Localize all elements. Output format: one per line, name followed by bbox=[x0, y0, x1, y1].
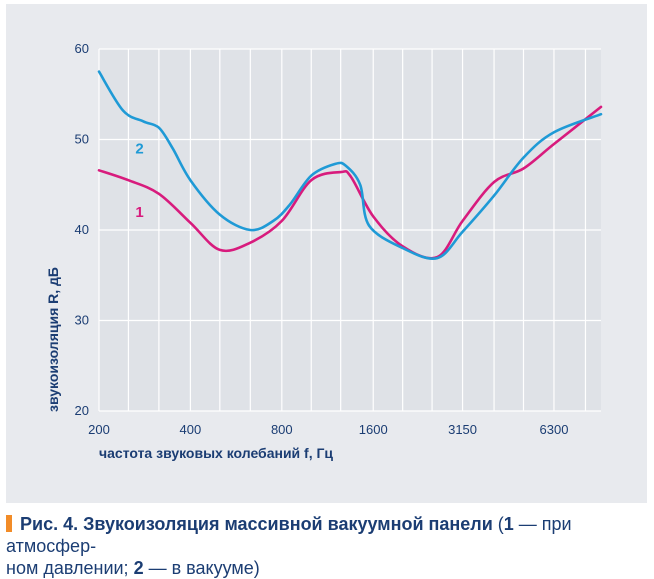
caption-num-1: 1 bbox=[503, 514, 514, 534]
x-tick-label: 800 bbox=[271, 422, 293, 437]
series-labels: 12 bbox=[135, 141, 143, 221]
y-axis-title: звукоизоляция R, дБ bbox=[45, 267, 61, 412]
x-tick-label: 3150 bbox=[448, 422, 477, 437]
caption-line2: ном давлении; bbox=[6, 558, 134, 578]
x-tick-label: 400 bbox=[180, 422, 202, 437]
x-axis-title: частота звуковых колебаний f, Гц bbox=[99, 445, 333, 461]
x-tick-labels: 200 400 800 1600 3150 6300 bbox=[88, 422, 568, 437]
caption-title: Рис. 4. Звукоизоляция массивной вакуумно… bbox=[20, 514, 493, 534]
caption-open: ( bbox=[492, 514, 504, 534]
series-line-1 bbox=[97, 105, 603, 260]
y-tick-label: 40 bbox=[75, 222, 89, 237]
caption-marker bbox=[6, 515, 12, 532]
y-tick-label: 60 bbox=[75, 41, 89, 56]
x-tick-label: 6300 bbox=[540, 422, 569, 437]
y-tick-label: 50 bbox=[75, 132, 89, 147]
caption-num-2: 2 bbox=[133, 558, 144, 578]
series-lines bbox=[97, 70, 603, 260]
grid bbox=[98, 48, 601, 412]
y-tick-label: 30 bbox=[75, 313, 89, 328]
x-tick-label: 200 bbox=[88, 422, 110, 437]
series-label-2: 2 bbox=[135, 141, 143, 158]
y-tick-labels: 20 30 40 50 60 bbox=[75, 41, 89, 418]
caption-text-2: — в вакууме) bbox=[143, 558, 260, 578]
caption-text-1: — при атмосфер- bbox=[6, 514, 572, 556]
figure-caption: Рис. 4. Звукоизоляция массивной вакуумно… bbox=[6, 513, 651, 579]
x-tick-label: 1600 bbox=[359, 422, 388, 437]
series-label-1: 1 bbox=[135, 204, 143, 221]
series-line-2 bbox=[97, 70, 603, 260]
y-tick-label: 20 bbox=[75, 403, 89, 418]
